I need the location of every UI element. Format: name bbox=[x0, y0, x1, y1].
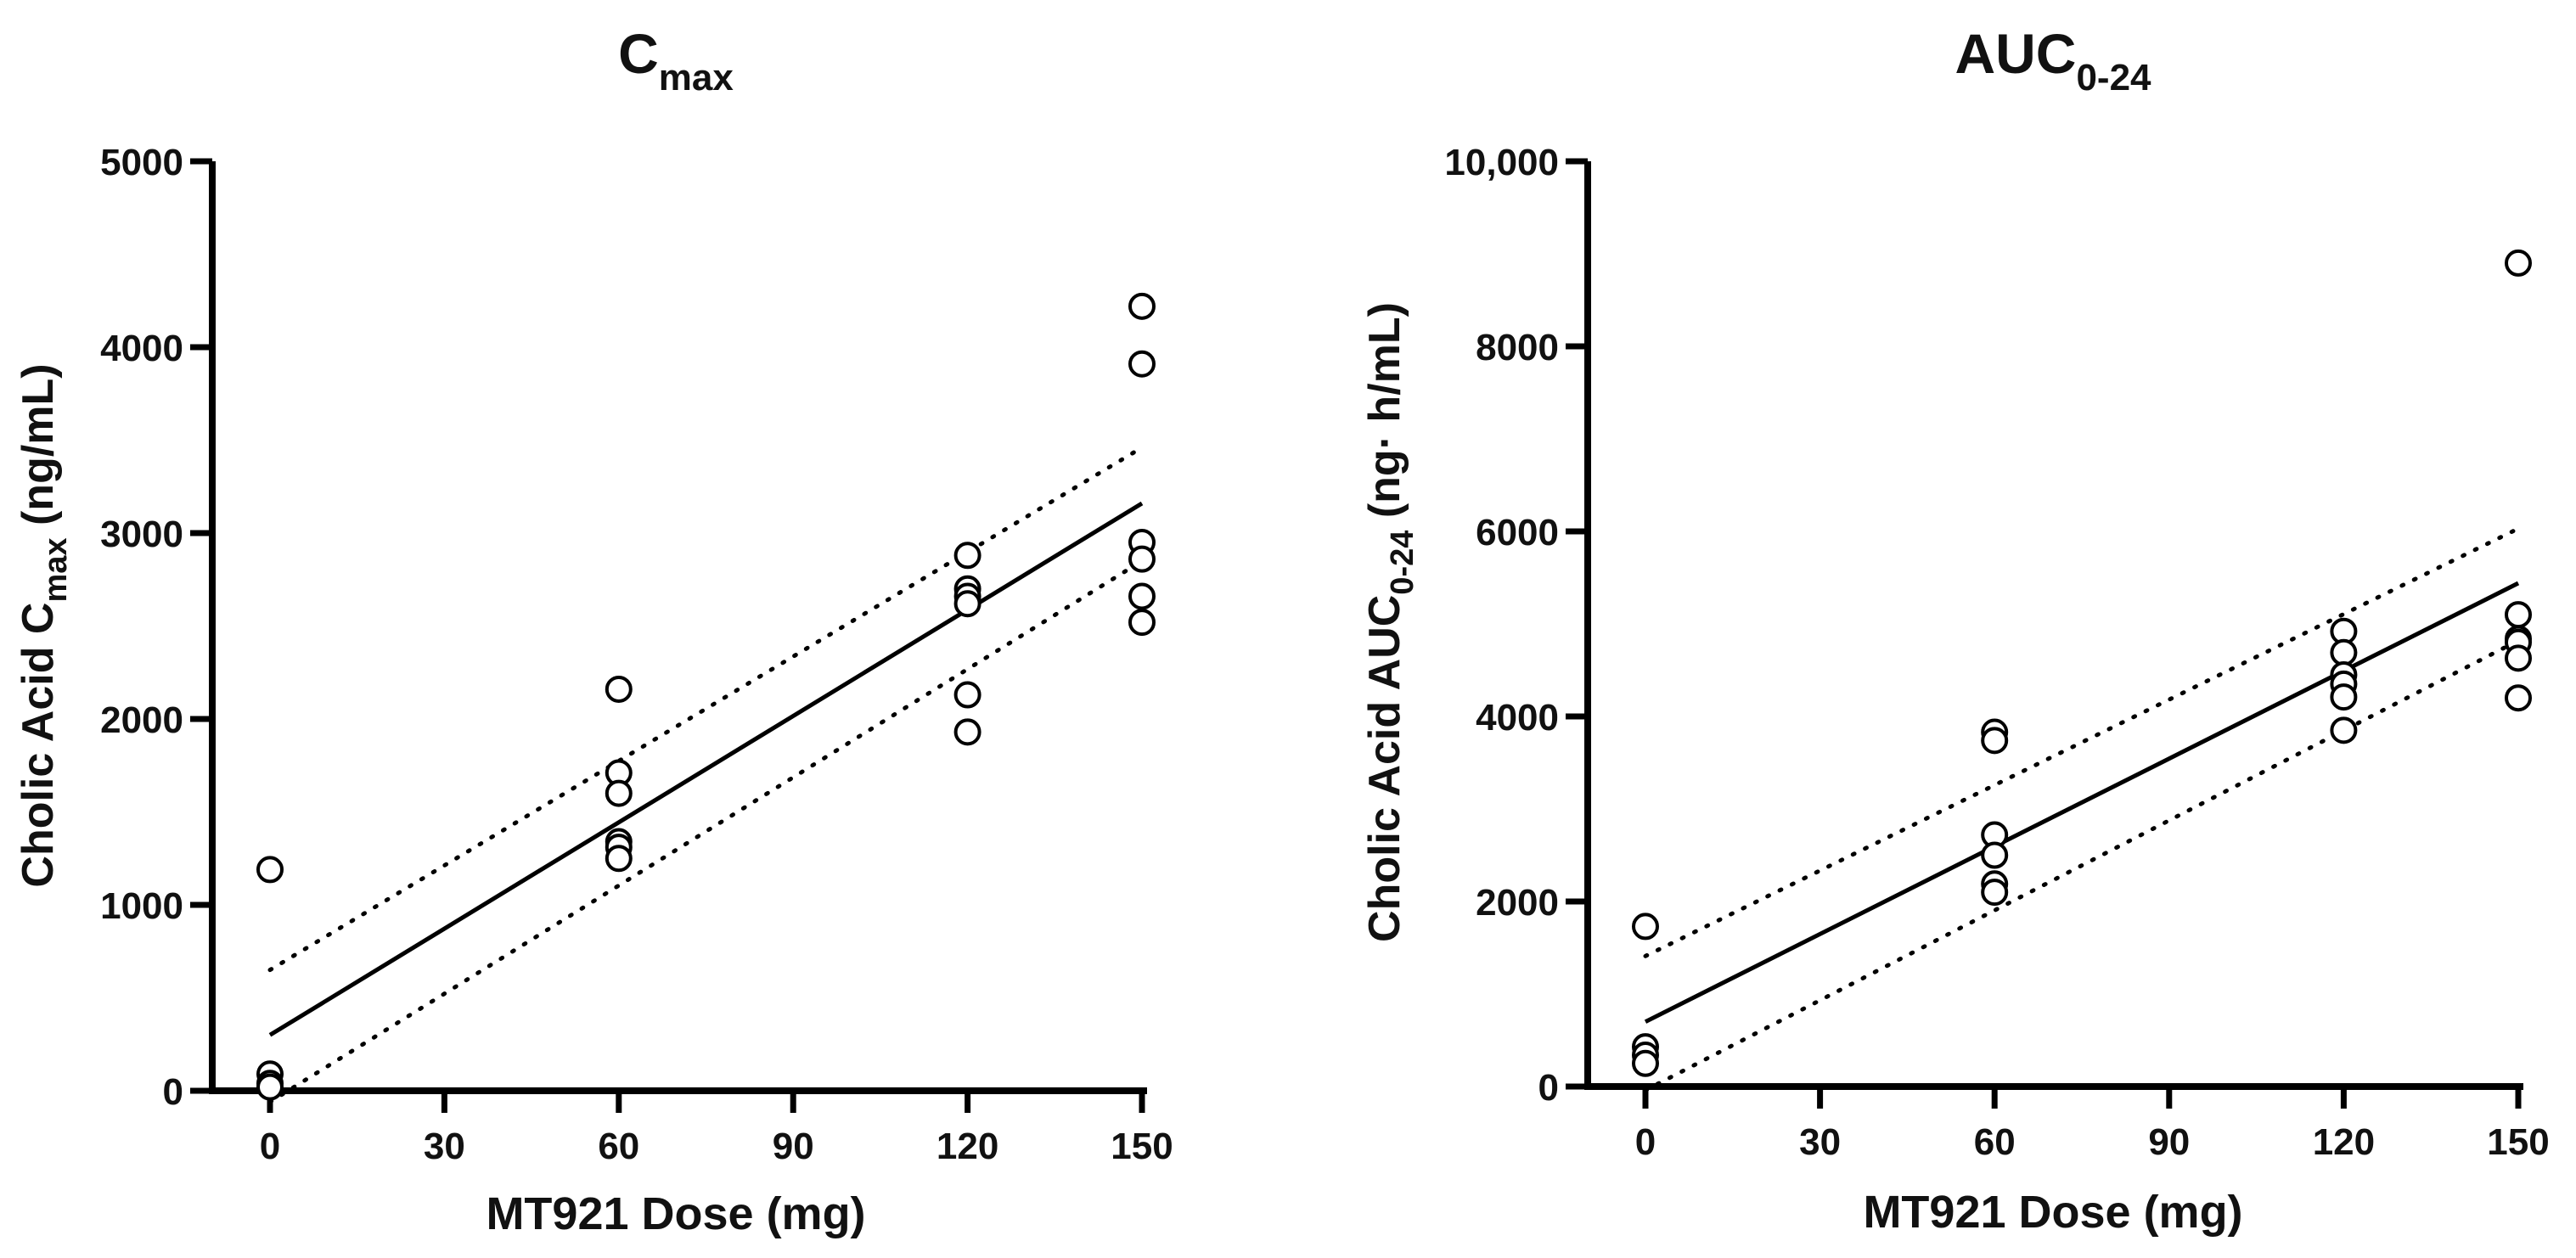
regression-line bbox=[1644, 581, 2520, 1024]
x-tick-label: 30 bbox=[424, 1126, 465, 1167]
ci-lower-line bbox=[267, 559, 1145, 1104]
data-point bbox=[2505, 601, 2532, 629]
data-point bbox=[953, 681, 981, 709]
data-point bbox=[256, 1073, 284, 1101]
chart-title-subscript: max bbox=[659, 57, 734, 98]
data-point bbox=[2330, 716, 2358, 744]
x-tick-label: 120 bbox=[2313, 1121, 2375, 1163]
regression-line bbox=[268, 501, 1144, 1037]
x-tick-label: 0 bbox=[1635, 1121, 1656, 1163]
chart-title-subscript: 0-24 bbox=[2076, 57, 2151, 98]
x-tick-label: 0 bbox=[260, 1126, 280, 1167]
y-tick-label: 6000 bbox=[1476, 512, 1559, 553]
y-tick-label: 4000 bbox=[1476, 697, 1559, 739]
x-axis-label: MT921 Dose (mg) bbox=[1863, 1187, 2242, 1238]
data-point bbox=[1128, 545, 1156, 573]
cmax-panel: Cmax 0 1000 2000 3000 4000 5000 0 30 60 90 120 150 MT… bbox=[14, 22, 1173, 1239]
data-point bbox=[2330, 683, 2358, 711]
y-tick-label: 1000 bbox=[100, 885, 183, 927]
data-point bbox=[953, 542, 981, 570]
data-point bbox=[1981, 879, 2009, 907]
data-point bbox=[2505, 249, 2532, 277]
x-tick-label: 60 bbox=[1974, 1121, 2016, 1163]
data-point bbox=[605, 845, 633, 873]
data-point bbox=[2505, 684, 2532, 712]
y-axis-label: Cholic Acid AUC0-24 (ng· h/mL) bbox=[1360, 302, 1420, 942]
data-point bbox=[1128, 292, 1156, 320]
data-point bbox=[256, 856, 284, 884]
y-tick-label: 8000 bbox=[1476, 327, 1559, 368]
data-point bbox=[953, 718, 981, 746]
x-axis-label: MT921 Dose (mg) bbox=[486, 1188, 865, 1239]
y-axis-label-main: Cholic Acid C bbox=[14, 603, 63, 888]
data-point bbox=[605, 779, 633, 807]
x-tick-label: 60 bbox=[598, 1126, 639, 1167]
x-tick-label: 90 bbox=[2148, 1121, 2190, 1163]
chart-title-main: C bbox=[618, 22, 659, 85]
y-tick-label: 3000 bbox=[100, 514, 183, 555]
x-tick-label: 90 bbox=[773, 1126, 814, 1167]
data-point bbox=[953, 590, 981, 618]
data-point bbox=[1128, 582, 1156, 610]
y-tick-label: 2000 bbox=[1476, 882, 1559, 924]
y-axis-label: Cholic Acid Cmax (ng/mL) bbox=[14, 363, 74, 887]
ci-lower-line bbox=[1643, 638, 2521, 1092]
x-tick-label: 150 bbox=[2487, 1121, 2549, 1163]
y-axis-label-suffix: (ng/mL) bbox=[14, 363, 63, 537]
data-point bbox=[1128, 350, 1156, 378]
ci-upper-line bbox=[1643, 526, 2521, 958]
data-point bbox=[1128, 609, 1156, 637]
y-axis-label-subscript: max bbox=[38, 537, 74, 602]
x-tick-label: 120 bbox=[936, 1126, 998, 1167]
data-point bbox=[2330, 638, 2358, 666]
chart-title: AUC0-24 bbox=[1954, 22, 2151, 98]
data-point bbox=[1632, 913, 1659, 941]
data-point bbox=[2505, 644, 2532, 672]
y-axis-label-main: Cholic Acid AUC bbox=[1360, 595, 1409, 942]
data-point bbox=[1981, 727, 2009, 755]
x-tick-label: 150 bbox=[1111, 1126, 1173, 1167]
chart-title-main: AUC bbox=[1954, 22, 2076, 85]
data-point bbox=[605, 675, 633, 703]
y-tick-label: 0 bbox=[1538, 1067, 1559, 1109]
y-tick-label: 2000 bbox=[100, 699, 183, 741]
data-point bbox=[1981, 841, 2009, 869]
y-axis-label-subscript: 0-24 bbox=[1385, 531, 1420, 595]
ci-upper-line bbox=[267, 445, 1145, 973]
data-point bbox=[1632, 1049, 1659, 1077]
y-tick-label: 4000 bbox=[100, 328, 183, 369]
y-axis-label-suffix: (ng· h/mL) bbox=[1360, 302, 1409, 531]
chart-title: Cmax bbox=[618, 22, 734, 98]
y-tick-label: 5000 bbox=[100, 142, 183, 183]
y-tick-label: 10,000 bbox=[1444, 142, 1559, 183]
x-tick-label: 30 bbox=[1799, 1121, 1841, 1163]
y-tick-label: 0 bbox=[163, 1071, 183, 1113]
